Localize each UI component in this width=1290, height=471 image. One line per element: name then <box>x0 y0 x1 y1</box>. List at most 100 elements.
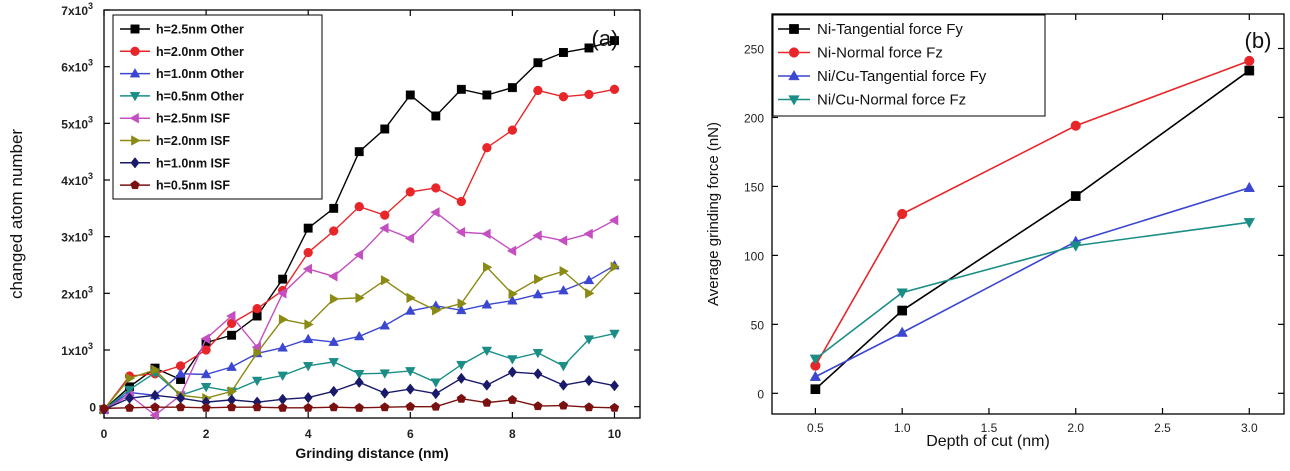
y-tick-label-b: 150 <box>744 180 764 194</box>
data-point-h-2-5nm-other <box>380 124 390 134</box>
y-tick-label-a: 6x10 <box>61 61 88 75</box>
data-point-h-2-5nm-other <box>558 48 568 57</box>
data-point-h-0-5nm-isf <box>456 393 467 403</box>
legend-label-h-1-0nm-other: h=1.0nm Other <box>156 67 244 81</box>
data-point-h-0-5nm-isf <box>354 402 364 412</box>
legend-marker-h-2-5nm-isf <box>129 112 139 124</box>
data-point-h-1-0nm-isf <box>431 387 441 400</box>
y-tick-label-b: 0 <box>757 387 764 401</box>
data-point-h-2-0nm-other <box>584 89 594 100</box>
data-point-h-1-0nm-other <box>507 295 518 305</box>
x-tick-label-b: 1.0 <box>894 421 911 435</box>
data-point-h-0-5nm-isf <box>201 402 211 412</box>
data-point-h-1-0nm-isf <box>584 374 594 387</box>
legend-marker-ni-tangential-force-fy <box>789 24 799 34</box>
data-point-ni-normal-force-fz <box>897 208 908 220</box>
data-point-h-2-0nm-isf <box>610 261 621 272</box>
legend-marker-ni-cu-normal-force-fz <box>788 95 800 106</box>
data-point-h-2-0nm-isf <box>329 293 340 305</box>
data-point-h-2-5nm-other <box>584 43 594 53</box>
data-point-h-2-0nm-other <box>482 143 492 153</box>
legend-marker-ni-normal-force-fz <box>788 47 800 58</box>
data-point-h-2-0nm-other <box>507 125 518 135</box>
x-tick-label-b: 2.5 <box>1154 421 1171 435</box>
data-point-h-2-5nm-isf <box>532 230 542 241</box>
data-point-h-1-0nm-isf <box>507 366 517 378</box>
data-point-h-0-5nm-isf <box>558 400 569 410</box>
legend-marker-h-1-0nm-other <box>129 68 141 78</box>
data-point-h-2-5nm-isf <box>149 409 159 421</box>
data-point-h-2-0nm-isf <box>125 373 136 384</box>
data-point-h-1-0nm-other <box>405 305 416 315</box>
data-point-h-2-5nm-isf <box>608 214 619 226</box>
data-point-h-0-5nm-other <box>609 329 620 340</box>
data-point-h-2-0nm-other <box>431 183 441 193</box>
data-point-h-0-5nm-isf <box>482 397 492 407</box>
legend-label-h-2-5nm-other: h=2.5nm Other <box>156 23 244 37</box>
x-tick-label-b: 1.5 <box>981 421 998 435</box>
series-line-ni-cu-tangential-force-fy <box>815 187 1250 378</box>
legend-marker-ni-cu-tangential-force-fy <box>788 69 800 81</box>
data-point-h-1-0nm-other <box>481 299 493 309</box>
data-point-h-1-0nm-isf <box>456 372 466 384</box>
data-point-ni-cu-tangential-force-fy <box>1243 181 1256 192</box>
data-point-ni-tangential-force-fy <box>1244 65 1255 76</box>
data-point-h-0-5nm-other <box>430 378 442 388</box>
legend-b <box>772 14 1046 117</box>
data-point-h-2-5nm-isf <box>404 233 415 244</box>
y-tick-label-b: 250 <box>744 42 764 56</box>
data-point-h-0-5nm-isf <box>124 402 135 412</box>
x-tick-label-b: 2.0 <box>1067 421 1084 435</box>
y-tick-label-a: 2x10 <box>61 287 88 301</box>
plot-frame-a <box>103 9 641 419</box>
data-point-ni-normal-force-fz <box>1070 120 1081 131</box>
legend-marker-h-2-0nm-isf <box>131 135 141 146</box>
y-tick-label-b: 200 <box>744 111 764 125</box>
y-tick-exponent-a: 3 <box>88 114 93 124</box>
data-point-h-1-0nm-other <box>277 342 288 352</box>
data-point-h-2-0nm-other <box>609 84 620 94</box>
x-tick-label-a: 10 <box>608 427 622 441</box>
legend-a <box>112 14 323 200</box>
data-point-h-2-5nm-isf <box>200 333 210 344</box>
data-point-h-2-0nm-isf <box>534 273 544 285</box>
legend-label-h-0-5nm-isf: h=0.5nm ISF <box>156 179 230 193</box>
data-point-h-2-0nm-isf <box>483 262 493 273</box>
data-point-h-2-5nm-isf <box>353 249 364 261</box>
x-axis-label-a: Grinding distance (nm) <box>295 445 448 461</box>
data-point-h-2-5nm-isf <box>379 222 389 234</box>
y-tick-exponent-a: 3 <box>88 284 93 294</box>
data-point-h-0-5nm-other <box>302 362 314 372</box>
data-point-h-2-0nm-isf <box>278 314 289 325</box>
legend-label-h-2-5nm-isf: h=2.5nm ISF <box>156 112 230 126</box>
data-point-ni-cu-normal-force-fz <box>1243 218 1256 229</box>
data-point-h-0-5nm-other <box>379 369 391 379</box>
data-point-h-0-5nm-other <box>583 335 595 345</box>
data-point-h-2-0nm-isf <box>431 305 442 316</box>
data-point-h-0-5nm-other <box>558 362 569 372</box>
data-point-ni-tangential-force-fy <box>1070 191 1081 201</box>
x-tick-label-a: 8 <box>509 427 516 441</box>
data-point-h-2-0nm-isf <box>304 319 314 330</box>
y-tick-label-b: 50 <box>751 318 765 332</box>
legend-label-ni-cu-normal-force-fz: Ni/Cu-Normal force Fz <box>817 92 966 109</box>
data-point-h-2-5nm-isf <box>226 310 236 322</box>
legend-marker-h-0-5nm-other <box>129 92 141 102</box>
data-point-h-2-0nm-other <box>354 201 364 212</box>
x-tick-label-a: 4 <box>305 427 312 441</box>
data-point-h-2-0nm-other <box>380 210 390 220</box>
data-point-h-2-5nm-other <box>227 330 237 340</box>
data-point-h-0-5nm-other <box>481 346 493 357</box>
data-point-h-2-5nm-isf <box>557 235 568 246</box>
data-point-h-1-0nm-isf <box>380 387 390 399</box>
data-point-h-2-0nm-isf <box>355 292 365 304</box>
data-point-h-2-0nm-isf <box>585 288 595 299</box>
plot-frame-b <box>771 13 1285 415</box>
data-point-h-0-5nm-isf <box>609 402 620 412</box>
data-point-h-0-5nm-other <box>353 369 365 380</box>
y-tick-label-a: 7x10 <box>61 4 88 18</box>
legend-marker-h-2-0nm-other <box>130 46 140 56</box>
data-point-h-0-5nm-other <box>456 360 467 371</box>
data-point-h-0-5nm-isf <box>533 401 543 411</box>
